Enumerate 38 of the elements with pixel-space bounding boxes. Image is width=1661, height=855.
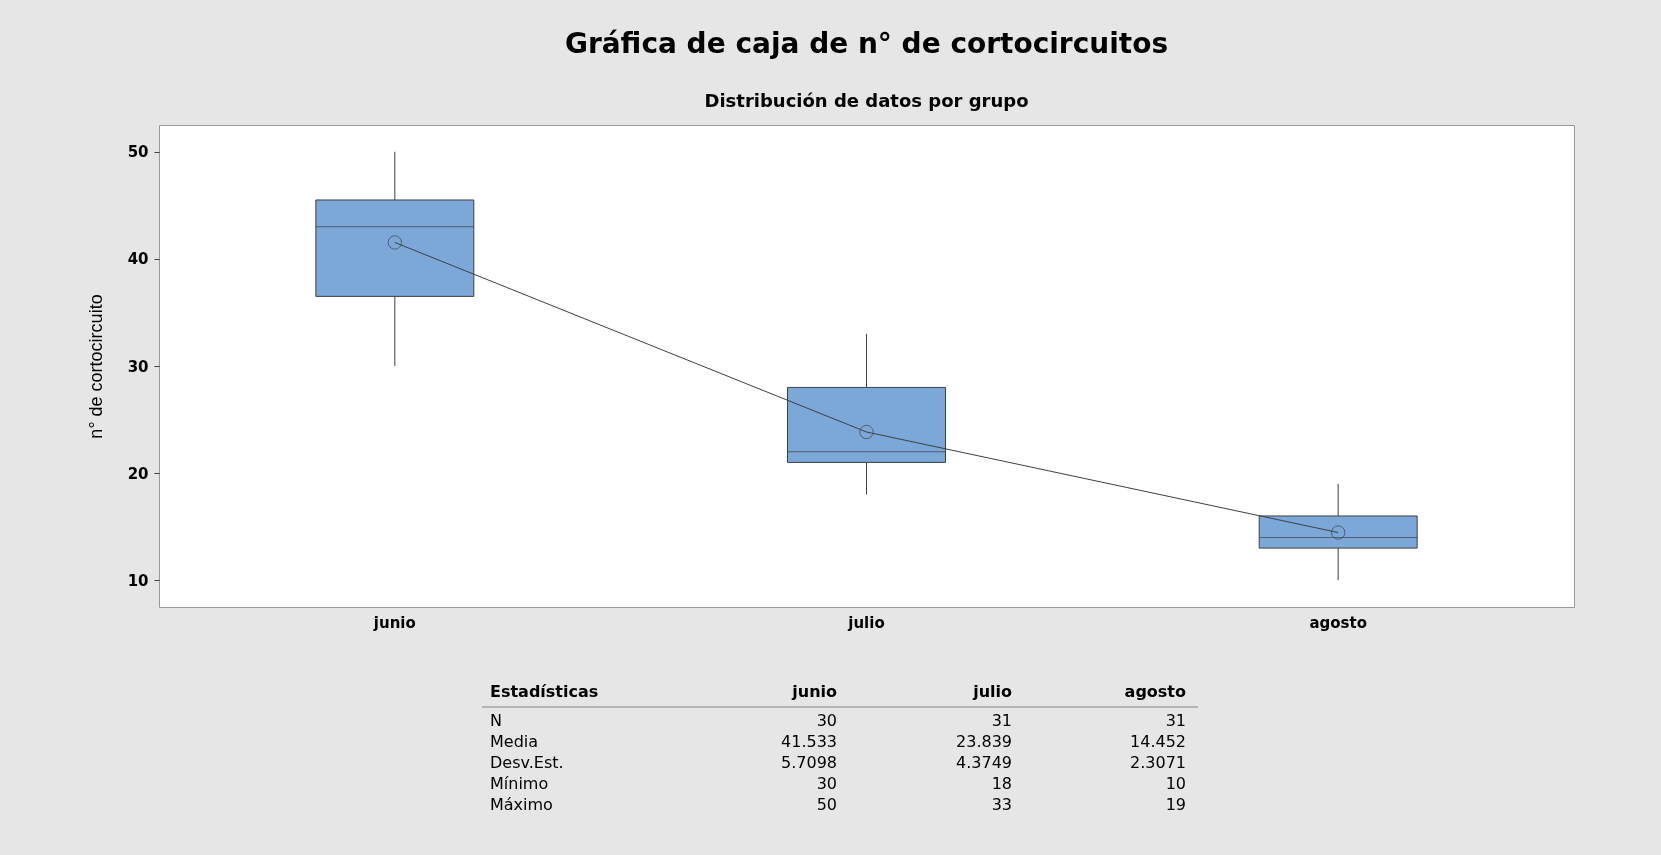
text: Estadísticas xyxy=(490,682,599,701)
y-axis-title: n° de cortocircuito xyxy=(85,294,106,439)
y-tick-label: 20 xyxy=(127,464,149,483)
text: Desv.Est. xyxy=(490,753,564,772)
text: 4.3749 xyxy=(956,753,1012,772)
text: 5.7098 xyxy=(781,753,837,772)
text: 50 xyxy=(816,795,837,814)
text: 30 xyxy=(816,711,837,730)
text: agosto xyxy=(1124,682,1187,701)
text: 10 xyxy=(1165,774,1186,793)
chart-subtitle: Distribución de datos por grupo xyxy=(704,90,1029,111)
text: 23.839 xyxy=(956,732,1012,751)
text: 18 xyxy=(991,774,1012,793)
x-tick-label: junio xyxy=(372,613,416,632)
y-tick-label: 30 xyxy=(127,357,149,376)
point xyxy=(859,424,874,440)
y-tick-label: 40 xyxy=(127,250,149,269)
text: N xyxy=(490,711,502,730)
text: 33 xyxy=(991,795,1012,814)
text: julio xyxy=(972,682,1012,701)
text: junio xyxy=(791,682,837,701)
text: 41.533 xyxy=(781,732,837,751)
y-tick-label: 50 xyxy=(127,143,149,162)
y-tick-label: 10 xyxy=(127,571,149,590)
text: 2.3071 xyxy=(1130,753,1186,772)
text: 30 xyxy=(816,774,837,793)
x-tick-label: agosto xyxy=(1309,613,1367,632)
point xyxy=(1330,525,1346,540)
text: 14.452 xyxy=(1130,732,1186,751)
chart-title: Gráfica de caja de n° de cortocircuitos xyxy=(564,27,1169,60)
point xyxy=(387,235,403,250)
x-tick-label: julio xyxy=(847,613,885,632)
text: Mínimo xyxy=(490,774,549,793)
text: 19 xyxy=(1165,795,1186,814)
text: Media xyxy=(490,732,539,751)
text: 31 xyxy=(1165,711,1186,730)
text: Máximo xyxy=(490,795,553,814)
text: 31 xyxy=(991,711,1012,730)
